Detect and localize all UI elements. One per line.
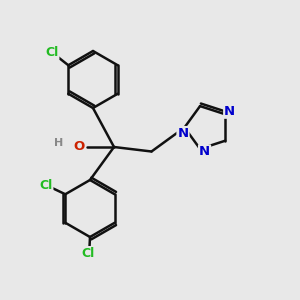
Text: O: O: [73, 140, 85, 154]
Text: N: N: [177, 127, 189, 140]
Text: N: N: [199, 146, 210, 158]
Text: H: H: [55, 138, 64, 148]
Text: Cl: Cl: [82, 247, 95, 260]
Text: Cl: Cl: [39, 179, 52, 192]
Text: N: N: [224, 105, 235, 118]
Text: Cl: Cl: [45, 46, 58, 59]
